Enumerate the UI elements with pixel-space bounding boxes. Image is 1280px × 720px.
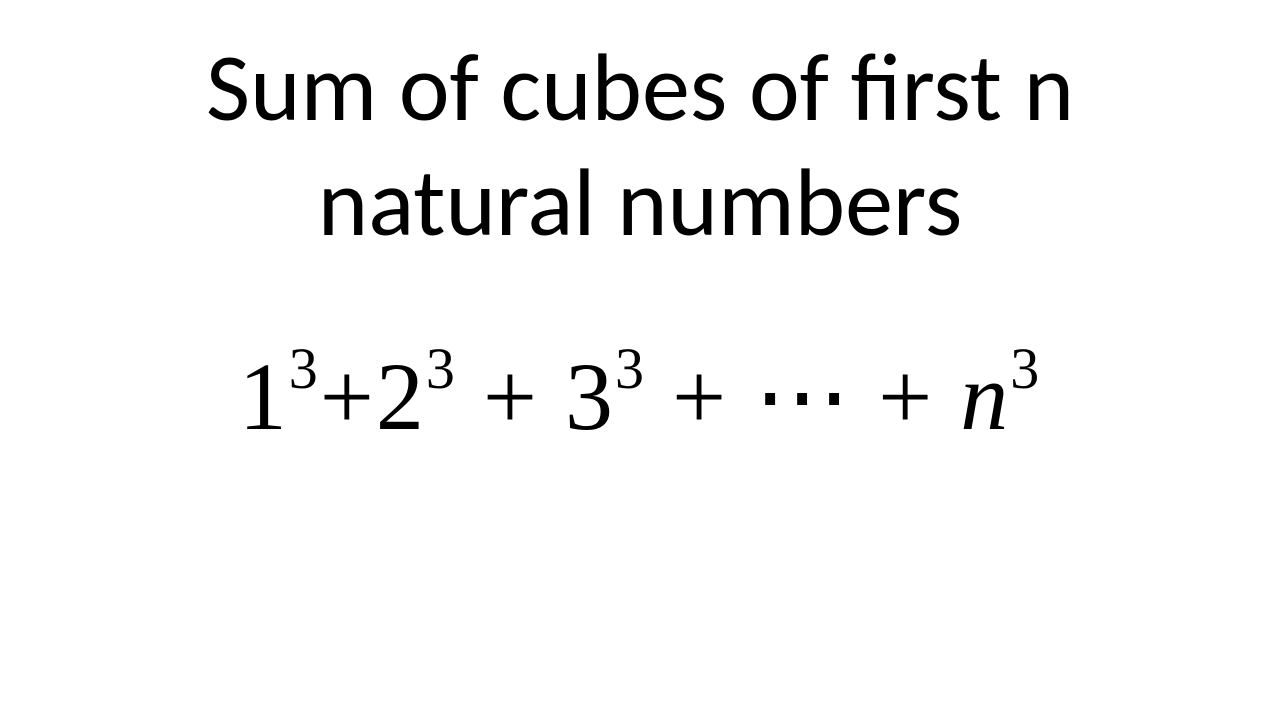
plus-operator: +: [672, 343, 728, 450]
page-title: Sum of cubes of first n natural numbers: [60, 30, 1220, 260]
term-1-base: 1: [239, 343, 289, 450]
title-line-2: natural numbers: [318, 144, 962, 261]
term-n-base: n: [960, 343, 1010, 450]
term-3-exponent: 3: [615, 336, 646, 401]
term-1-exponent: 3: [289, 336, 320, 401]
ellipsis: ⋯: [754, 343, 852, 450]
plus-operator: +: [483, 343, 539, 450]
term-n-exponent: 3: [1010, 336, 1041, 401]
plus-operator: +: [320, 343, 376, 450]
formula-expression: 13+23 + 33 + ⋯ + n3: [60, 340, 1220, 452]
plus-operator: +: [878, 343, 934, 450]
term-2-exponent: 3: [426, 336, 457, 401]
term-3-base: 3: [565, 343, 615, 450]
term-2-base: 2: [376, 343, 426, 450]
title-line-1: Sum of cubes of first n: [206, 29, 1074, 146]
